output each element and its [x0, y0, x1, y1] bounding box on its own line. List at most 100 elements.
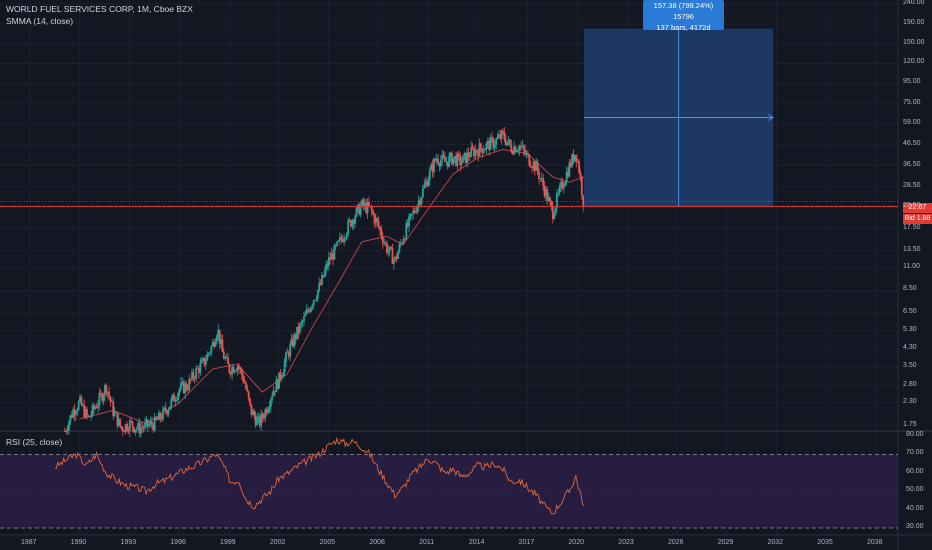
candle-body [224, 357, 227, 359]
candle-body [529, 165, 532, 168]
candle-body [274, 390, 276, 393]
rsi-tick-label: 70.00 [906, 449, 924, 457]
candle-body [394, 256, 397, 260]
rsi-tick-label: 40.00 [906, 504, 924, 512]
time-tick-label: 2017 [518, 539, 535, 546]
candle-body [484, 149, 486, 151]
time-tick-label: 1999 [220, 539, 236, 546]
candle-body [384, 242, 387, 244]
time-tick-label: 2026 [667, 539, 684, 546]
candle-body [87, 415, 90, 417]
candle-body [228, 363, 231, 373]
rsi-tick-label: 80.00 [906, 431, 924, 438]
candle-body [325, 264, 327, 271]
candle-body [380, 229, 383, 237]
candle-body [408, 216, 410, 227]
candle-body [298, 324, 301, 333]
candle-body [427, 179, 430, 187]
candle-body [189, 378, 192, 380]
candle-body [492, 138, 495, 148]
candle-body [428, 169, 431, 180]
candle-body [292, 338, 294, 347]
candle-body [267, 409, 269, 414]
candle-body [351, 220, 354, 227]
bid-price-tag: Bid 1.88 [903, 214, 932, 224]
candle-body [464, 153, 467, 164]
candle-body [426, 181, 428, 187]
candle-body [123, 431, 126, 433]
candle-body [336, 241, 339, 246]
candle-body [390, 246, 392, 249]
candle-body [174, 400, 177, 402]
candle-body [446, 161, 449, 167]
candle-body [413, 210, 416, 213]
candle-body [312, 300, 315, 306]
candle-body [412, 210, 415, 215]
price-tick-label: 6.50 [903, 308, 917, 316]
candle-body [525, 153, 528, 155]
candle-body [361, 199, 363, 206]
time-tick-label: 1987 [21, 539, 37, 546]
candle-body [80, 396, 83, 406]
candle-body [435, 158, 438, 161]
candle-body [184, 383, 186, 394]
candle-body [249, 398, 251, 405]
candle-body [131, 421, 134, 428]
candle-body [524, 150, 527, 155]
candle-body [358, 204, 361, 215]
candle-body [341, 239, 344, 242]
candle-body [386, 243, 388, 253]
measure-change: 157.38 (799.24%) 15796 [653, 1, 714, 21]
candle-body [245, 382, 247, 389]
candle-body [560, 181, 562, 186]
smma-legend: SMMA (14, close) [6, 16, 74, 26]
candle-body [63, 431, 66, 432]
candle-body [503, 132, 506, 140]
candle-body [363, 202, 366, 206]
candle-body [579, 172, 582, 178]
candle-body [438, 163, 441, 167]
candle-body [504, 139, 507, 145]
candle-body [578, 161, 580, 173]
last-price-tag: 22.67 [903, 203, 932, 213]
candle-body [300, 322, 303, 325]
candle-body [442, 154, 445, 158]
candle-body [294, 334, 297, 339]
candle-body [556, 193, 558, 208]
candle-body [220, 339, 222, 344]
candle-body [488, 140, 491, 150]
candle-body [272, 390, 275, 396]
candle-body [203, 357, 206, 365]
candle-body [227, 357, 229, 364]
candle-body [146, 419, 149, 427]
candle-body [149, 421, 152, 425]
candle-body [68, 421, 70, 431]
price-tick-label: 22.50 [903, 201, 921, 209]
candle-body [572, 154, 575, 162]
candle-body [173, 394, 175, 402]
candle-body [345, 233, 348, 238]
candle-body [253, 410, 256, 417]
candle-body [551, 206, 554, 219]
measure-arrow [767, 114, 775, 121]
candle-body [229, 372, 232, 375]
candle-body [286, 352, 289, 354]
candle-body [493, 145, 496, 148]
candle-body [582, 195, 585, 207]
candle-body [279, 372, 282, 379]
candle-body [329, 257, 332, 260]
candle-body [209, 352, 211, 354]
candle-body [527, 153, 529, 155]
candle-body [269, 399, 272, 407]
candle-body [350, 220, 352, 227]
candle-body [564, 182, 567, 186]
candle-body [330, 253, 333, 260]
candle-body [430, 164, 433, 170]
candle-body [257, 416, 260, 418]
candle-body [95, 407, 98, 409]
candle-body [580, 177, 583, 196]
candle-body [531, 167, 533, 169]
candle-body [144, 422, 146, 428]
